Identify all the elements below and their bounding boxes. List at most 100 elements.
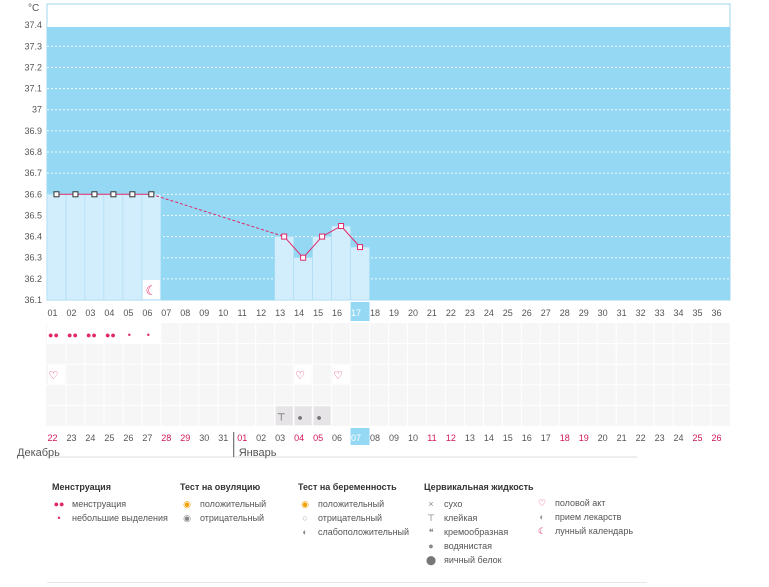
temperature-bar	[312, 236, 332, 301]
date-label: 25	[104, 433, 114, 443]
legend-title: Менструация	[52, 482, 111, 492]
legend-label: отрицательный	[318, 513, 383, 523]
date-label: 30	[199, 433, 209, 443]
date-label: 31	[218, 433, 228, 443]
legend-label: яичный белок	[444, 555, 502, 565]
legend-label: положительный	[200, 499, 267, 509]
y-tick-label: 36.8	[24, 147, 42, 157]
heart-icon: ♡	[295, 370, 305, 382]
date-label: 27	[142, 433, 152, 443]
line-segment	[283, 236, 304, 259]
date-label: 15	[503, 433, 513, 443]
date-label: 22	[636, 433, 646, 443]
date-label: 08	[370, 433, 380, 443]
date-label: 14	[484, 433, 494, 443]
y-tick-label: 36.6	[24, 189, 42, 199]
data-point	[319, 233, 326, 240]
temperature-bar	[274, 236, 294, 301]
x-tick-label: 23	[465, 308, 475, 318]
legend-label: небольшие выделения	[72, 513, 168, 523]
date-label: 20	[598, 433, 608, 443]
y-tick-label: 37.3	[24, 41, 42, 51]
data-point	[53, 191, 60, 198]
dry-icon: ×	[428, 499, 434, 509]
legend-item: ⬤ яичный белок	[424, 553, 534, 567]
x-tick-label: 35	[693, 308, 703, 318]
symptom-grid: ●● ●● ●● ●● • •♡ ♡ ♡⊤ ● ●	[46, 323, 730, 426]
date-label: 23	[66, 433, 76, 443]
heart-cell	[332, 365, 350, 384]
heart-icon: ♡	[333, 370, 343, 382]
legend-item: ◉ положительный	[180, 497, 266, 511]
y-unit: °C	[28, 3, 39, 14]
legend-label: прием лекарств	[555, 512, 622, 522]
legend-other: ♡ половой акт ◐ прием лекарств ☾ лунный кал…	[535, 496, 633, 538]
date-label: 24	[674, 433, 684, 443]
ovulation-negative-icon: ◉	[183, 513, 191, 523]
legend-label: клейкая	[444, 513, 478, 523]
x-axis-dates: 22 23 24 25 26 27 28 29 30 31 01 02 03 04 05 06 07 08 09 10…	[17, 428, 722, 459]
data-point	[72, 191, 79, 198]
legend-item: ◐ слабоположительный	[298, 525, 409, 539]
y-tick-label: 36.3	[24, 253, 42, 263]
x-tick-label: 17	[351, 308, 361, 318]
menstruation-cell	[84, 323, 104, 344]
legend-item: • небольшие выделения	[52, 511, 168, 525]
menstruation-cell	[141, 323, 161, 344]
date-label: 26	[123, 433, 133, 443]
line-segment	[302, 236, 323, 259]
x-tick-label: 31	[617, 308, 627, 318]
x-tick-label: 34	[674, 308, 684, 318]
legend-item: ♡ половой акт	[535, 496, 633, 510]
date-label: 10	[408, 433, 418, 443]
data-point	[91, 191, 98, 198]
legend-item: ⊤ клейкая	[424, 511, 534, 525]
x-tick-label: 08	[180, 308, 190, 318]
date-label: 21	[617, 433, 627, 443]
data-point	[148, 191, 155, 198]
legend-item: ○ отрицательный	[298, 511, 409, 525]
date-label: 19	[579, 433, 589, 443]
pregnancy-negative-icon: ○	[302, 513, 308, 523]
x-tick-label: 25	[503, 308, 513, 318]
bbt-chart: ☾ °C 37.4 37.3 37.2 37.1 37 36.9 36.8 36.7 36.6 36…	[17, 3, 731, 459]
legend-label: половой акт	[555, 498, 606, 508]
temperature-bar	[103, 193, 124, 301]
x-tick-label: 27	[541, 308, 551, 318]
y-tick-label: 36.4	[24, 232, 42, 242]
today-date-highlight	[350, 428, 370, 445]
date-label: 11	[427, 433, 436, 443]
data-point	[281, 233, 288, 240]
legend-label: слабоположительный	[318, 527, 410, 537]
x-tick-label: 04	[104, 308, 114, 318]
date-label: 02	[256, 433, 266, 443]
heart-cell	[48, 365, 65, 384]
y-tick-label: 37.2	[24, 62, 42, 72]
creamy-icon: ❝	[428, 527, 434, 537]
x-tick-label: 01	[47, 308, 57, 318]
date-label: 06	[332, 433, 342, 443]
legend-cervical: Цервикальная жидкость × сухо ⊤ клейкая ❝ кр…	[424, 482, 534, 567]
heart-cell	[294, 365, 312, 384]
pill-icon: ◐	[539, 512, 545, 522]
legend-label: лунный календарь	[555, 526, 634, 536]
legend-item: ◉ положительный	[298, 497, 409, 511]
temperature-bar	[65, 193, 86, 301]
x-tick-label: 20	[408, 308, 418, 318]
legend-title: Тест на беременность	[298, 482, 397, 492]
date-label: 12	[446, 433, 456, 443]
menstruation-icon: ●●	[48, 330, 59, 340]
legend-ovulation: Тест на овуляцию ◉ положительный ◉ отрицат…	[180, 482, 266, 525]
temperature-bar	[46, 193, 67, 301]
date-label: 05	[313, 433, 323, 443]
watery-icon: ●	[316, 412, 321, 422]
egg-white-icon: ⬤	[425, 555, 437, 565]
legend-menstruation: Менструация ●● менструация • небольшие выд…	[52, 482, 168, 525]
menstruation-icon: ●●	[105, 330, 116, 340]
legend-label: отрицательный	[200, 513, 265, 523]
small-drop-icon: •	[128, 330, 131, 340]
x-tick-label: 02	[66, 308, 76, 318]
temperature-bar	[350, 246, 370, 301]
menstruation-cell	[65, 323, 85, 344]
x-tick-label: 10	[218, 308, 228, 318]
